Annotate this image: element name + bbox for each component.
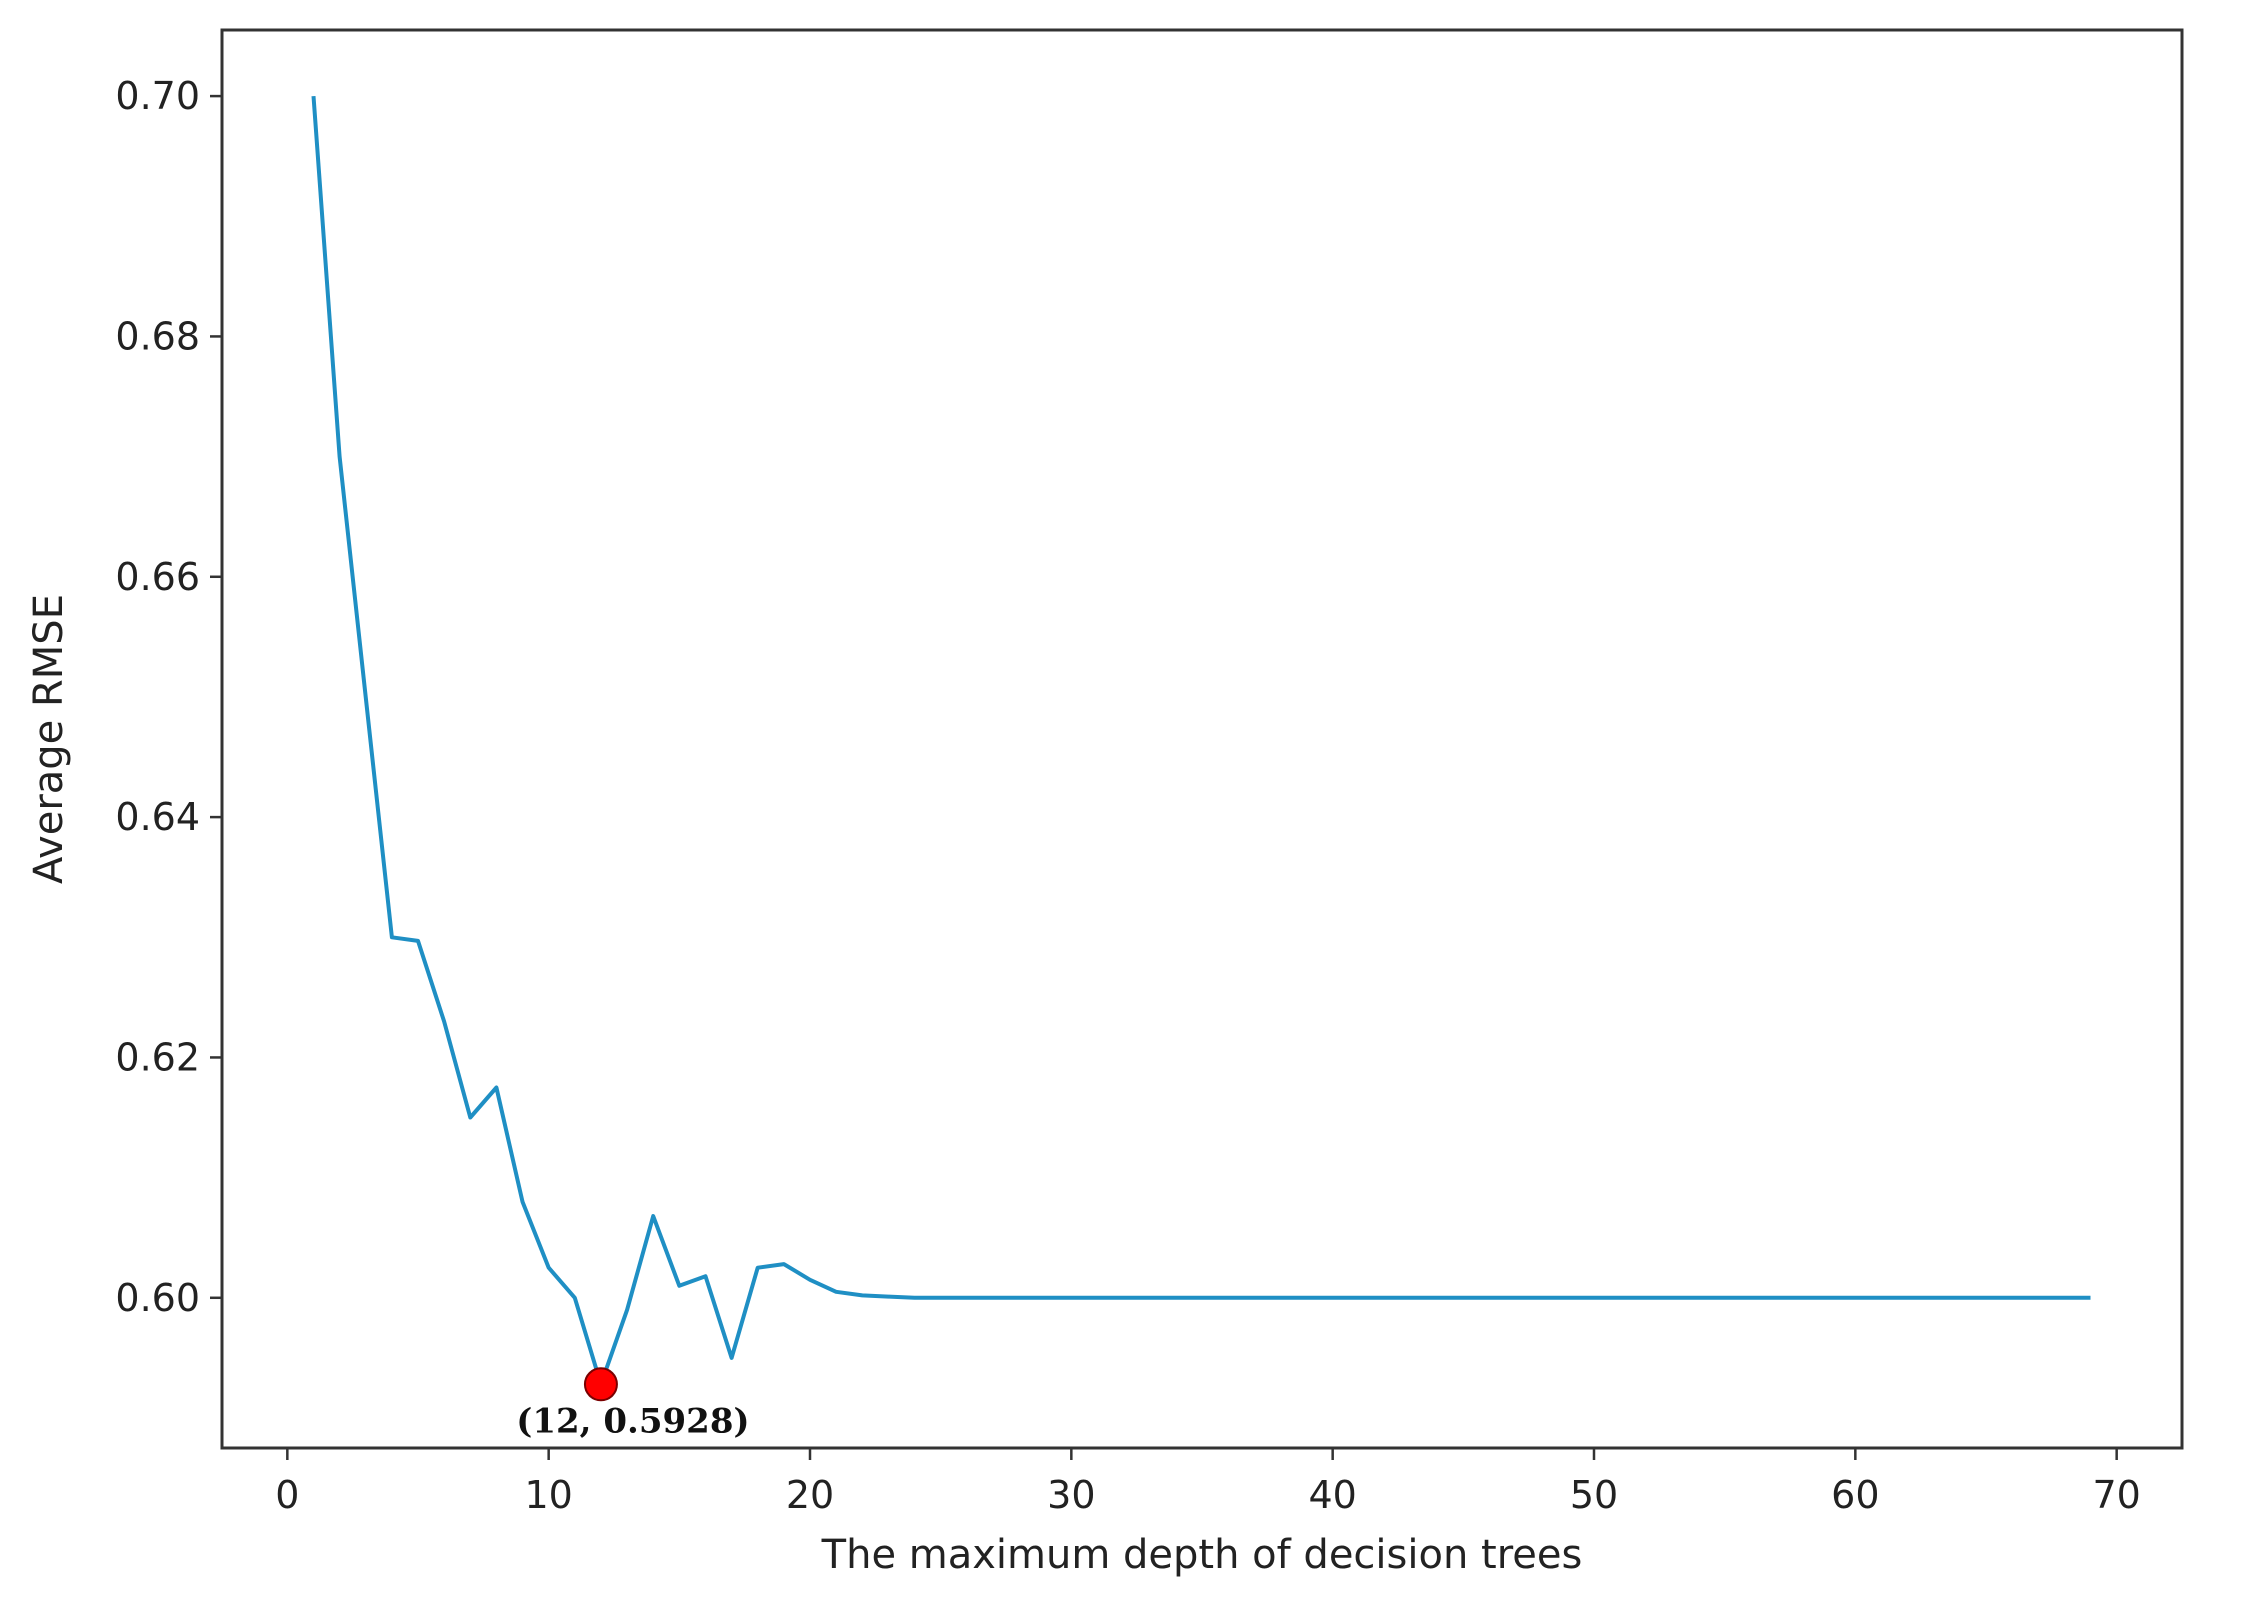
minimum-point-marker — [583, 1367, 618, 1402]
x-tick-label: 0 — [275, 1473, 299, 1517]
y-tick-label: 0.68 — [115, 314, 200, 358]
y-axis-label: Average RMSE — [26, 594, 72, 884]
minimum-point-label: (12, 0.5928) — [516, 1401, 749, 1441]
annotation-layer: (12, 0.5928) — [516, 1367, 750, 1441]
x-tick-label: 50 — [1570, 1473, 1618, 1517]
x-tick-label: 60 — [1831, 1473, 1879, 1517]
x-tick-label: 70 — [2092, 1473, 2140, 1517]
series-layer — [311, 95, 2091, 1387]
x-tick-label: 10 — [524, 1473, 572, 1517]
y-tick-label: 0.62 — [115, 1035, 200, 1079]
x-tick-label: 20 — [786, 1473, 834, 1517]
x-tick-label: 30 — [1047, 1473, 1095, 1517]
series-line — [311, 95, 2091, 1387]
x-tick-label: 40 — [1308, 1473, 1356, 1517]
y-tick-label: 0.66 — [115, 555, 200, 599]
y-tick-label: 0.64 — [115, 795, 200, 839]
x-axis-label: The maximum depth of decision trees — [821, 1532, 1583, 1578]
y-tick-label: 0.70 — [115, 74, 200, 118]
plot-frame — [220, 28, 2184, 1450]
axis-ticks: 0 10 20 30 40 50 60 70 0.60 0.62 0.64 0.66 0.68 0.70 — [115, 74, 2140, 1517]
y-tick-label: 0.60 — [115, 1276, 200, 1320]
